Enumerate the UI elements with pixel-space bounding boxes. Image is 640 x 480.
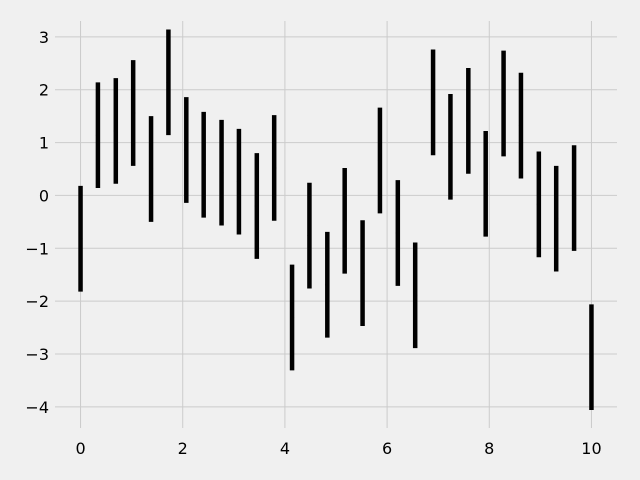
y-tick-label: 0 — [39, 186, 49, 205]
y-tick-label: 2 — [39, 81, 49, 100]
data-point — [78, 236, 83, 241]
data-point — [431, 100, 436, 105]
data-point — [131, 110, 136, 115]
data-point — [466, 118, 471, 123]
data-point — [589, 355, 594, 360]
data-point — [290, 315, 295, 320]
data-point — [272, 165, 277, 170]
x-tick-label: 6 — [382, 439, 392, 458]
x-tick-label: 4 — [280, 439, 290, 458]
error-bars — [78, 29, 594, 411]
data-point — [536, 202, 541, 207]
y-tick-label: −3 — [25, 345, 49, 364]
data-point — [325, 282, 330, 287]
data-point — [95, 133, 100, 138]
y-tick-label: −2 — [25, 292, 49, 311]
data-point — [554, 216, 559, 221]
data-point — [448, 144, 453, 149]
data-point — [307, 233, 312, 238]
data-point — [184, 147, 189, 152]
y-tick-label: 3 — [39, 28, 49, 47]
data-point — [166, 80, 171, 85]
data-point — [518, 123, 523, 128]
y-tick-labels: −4 −3 −2 −1 0 1 2 3 — [25, 28, 49, 417]
y-tick-label: −1 — [25, 239, 49, 258]
data-point — [219, 170, 224, 175]
data-point — [201, 162, 206, 167]
data-point — [395, 230, 400, 235]
data-point — [342, 218, 347, 223]
data-point — [236, 179, 241, 184]
data-point — [413, 293, 418, 298]
data-point — [113, 128, 118, 133]
grid — [55, 21, 617, 428]
x-tick-label: 2 — [178, 439, 188, 458]
x-tick-labels: 0 2 4 6 8 10 — [75, 439, 601, 458]
data-point — [149, 167, 154, 171]
x-tick-label: 10 — [581, 439, 601, 458]
data-point — [572, 196, 577, 201]
data-point — [360, 271, 365, 276]
data-point — [254, 204, 259, 208]
data-point — [377, 158, 382, 163]
x-tick-label: 8 — [484, 439, 494, 458]
y-tick-label: −4 — [25, 398, 49, 417]
data-point — [501, 101, 506, 106]
data-point — [483, 181, 488, 186]
y-tick-label: 1 — [39, 134, 49, 153]
x-tick-label: 0 — [75, 439, 85, 458]
